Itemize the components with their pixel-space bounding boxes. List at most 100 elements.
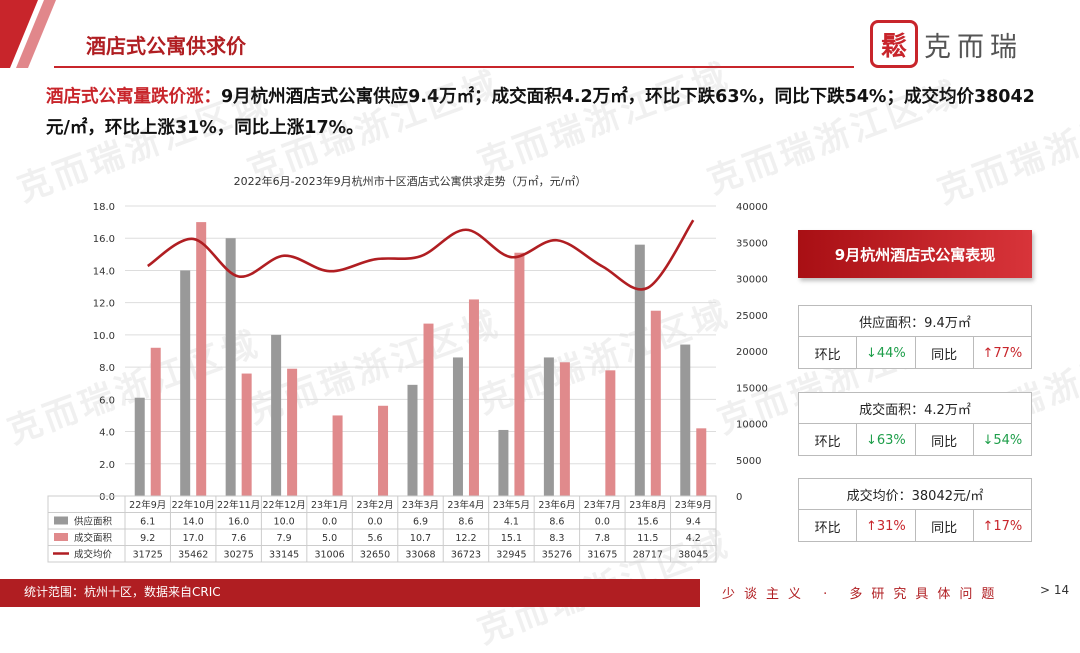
panel-title: 9月杭州酒店式公寓表现 xyxy=(798,230,1032,278)
data-label: 7.9 xyxy=(277,533,292,544)
bar-transaction xyxy=(287,368,298,496)
mom-label: 环比 xyxy=(799,424,858,456)
bar-transaction xyxy=(605,370,616,496)
page-title: 酒店式公寓供求价 xyxy=(86,34,246,58)
logo-seal-icon: 鬆 xyxy=(870,20,918,68)
mom-value: ↓63% xyxy=(857,424,916,456)
x-tick-label: 22年12月 xyxy=(263,499,306,511)
x-tick-label: 23年4月 xyxy=(447,499,484,511)
y-left-tick-label: 10.0 xyxy=(93,331,115,342)
bar-supply xyxy=(634,244,645,496)
y-right-tick-label: 0 xyxy=(736,492,742,503)
bar-supply xyxy=(498,429,509,496)
data-label: 38045 xyxy=(678,550,708,561)
data-label: 35276 xyxy=(542,550,572,561)
bar-supply xyxy=(407,384,418,496)
stat-supply: 供应面积：9.4万㎡ 环比 ↓44% 同比 ↑77% xyxy=(798,305,1032,369)
data-label: 12.2 xyxy=(455,533,476,544)
data-label: 32650 xyxy=(360,550,390,561)
data-label: 5.0 xyxy=(322,533,337,544)
x-tick-label: 22年10月 xyxy=(172,499,215,511)
data-label: 8.6 xyxy=(549,517,564,528)
bar-transaction xyxy=(378,405,389,496)
data-label: 15.1 xyxy=(501,533,522,544)
bar-transaction xyxy=(559,362,570,496)
yoy-label: 同比 xyxy=(916,510,974,542)
header-divider xyxy=(54,66,854,68)
data-label: 36723 xyxy=(451,550,481,561)
data-label: 6.1 xyxy=(140,517,155,528)
yoy-label: 同比 xyxy=(916,337,974,369)
data-label: 14.0 xyxy=(183,517,204,528)
legend-label: 成交面积 xyxy=(74,532,113,544)
data-label: 0.0 xyxy=(595,517,610,528)
data-label: 7.8 xyxy=(595,533,610,544)
bar-transaction xyxy=(332,415,343,496)
bar-supply xyxy=(180,270,191,496)
bar-supply xyxy=(543,357,554,496)
data-label: 30275 xyxy=(224,550,254,561)
bar-supply xyxy=(134,397,145,496)
bar-transaction xyxy=(650,310,661,496)
data-label: 0.0 xyxy=(322,517,337,528)
y-right-tick-label: 10000 xyxy=(736,420,768,431)
data-label: 31675 xyxy=(587,550,617,561)
bar-transaction xyxy=(150,347,161,496)
yoy-label: 同比 xyxy=(916,424,974,456)
x-tick-label: 23年6月 xyxy=(538,499,575,511)
y-right-tick-label: 30000 xyxy=(736,275,768,286)
y-left-tick-label: 14.0 xyxy=(93,266,115,277)
page-number: > 14 xyxy=(1040,583,1070,597)
x-tick-label: 23年3月 xyxy=(402,499,439,511)
y-right-tick-label: 20000 xyxy=(736,347,768,358)
y-left-tick-label: 0.0 xyxy=(99,492,115,503)
x-tick-label: 23年5月 xyxy=(493,499,530,511)
y-left-tick-label: 18.0 xyxy=(93,202,115,213)
y-left-tick-label: 4.0 xyxy=(99,428,115,439)
bar-supply xyxy=(680,344,691,496)
logo-text: 克而瑞 xyxy=(924,31,1023,63)
y-right-tick-label: 15000 xyxy=(736,383,768,394)
data-label: 4.1 xyxy=(504,517,519,528)
bar-supply xyxy=(452,357,463,496)
data-label: 5.6 xyxy=(367,533,382,544)
bar-supply xyxy=(271,334,282,496)
data-label: 33145 xyxy=(269,550,299,561)
mom-value: ↑31% xyxy=(857,510,916,542)
data-label: 7.6 xyxy=(231,533,246,544)
data-label: 6.9 xyxy=(413,517,428,528)
x-tick-label: 23年9月 xyxy=(675,499,712,511)
y-left-tick-label: 12.0 xyxy=(93,299,115,310)
legend-label: 供应面积 xyxy=(74,516,113,528)
data-label: 9.4 xyxy=(686,517,701,528)
legend-label: 成交均价 xyxy=(74,549,113,561)
x-tick-label: 23年1月 xyxy=(311,499,348,511)
bar-transaction xyxy=(696,428,707,496)
data-label: 35462 xyxy=(178,550,208,561)
supply-demand-chart: 0.0 2.0 4.0 6.0 8.0 10.0 12.0 14.0 16.0 18.0 0 5000… xyxy=(47,202,768,563)
x-tick-label: 23年2月 xyxy=(356,499,393,511)
bar-transaction xyxy=(423,323,434,496)
data-label: 17.0 xyxy=(183,533,204,544)
data-label: 15.6 xyxy=(637,517,658,528)
stat-label: 成交面积：4.2万㎡ xyxy=(799,393,1031,424)
y-right-tick-label: 35000 xyxy=(736,238,768,249)
bar-transaction xyxy=(514,252,525,496)
x-tick-label: 23年8月 xyxy=(629,499,666,511)
mom-label: 环比 xyxy=(799,337,858,369)
yoy-value: ↓54% xyxy=(982,432,1023,448)
x-tick-label: 22年11月 xyxy=(217,499,260,511)
stat-transaction-area: 成交面积：4.2万㎡ 环比 ↓63% 同比 ↓54% xyxy=(798,392,1032,456)
x-tick-label: 22年9月 xyxy=(129,499,166,511)
bar-transaction xyxy=(468,299,479,496)
y-right-tick-label: 40000 xyxy=(736,202,768,213)
yoy-value: ↑77% xyxy=(982,345,1023,361)
y-left-tick-label: 8.0 xyxy=(99,363,115,374)
data-label: 31725 xyxy=(133,550,163,561)
data-label: 8.6 xyxy=(458,517,473,528)
bar-supply xyxy=(225,238,236,496)
data-label: 28717 xyxy=(633,550,663,561)
data-source: 统计范围：杭州十区，数据来自CRIC xyxy=(24,585,221,599)
mom-value: ↓44% xyxy=(857,337,916,369)
y-right-tick-label: 25000 xyxy=(736,311,768,322)
